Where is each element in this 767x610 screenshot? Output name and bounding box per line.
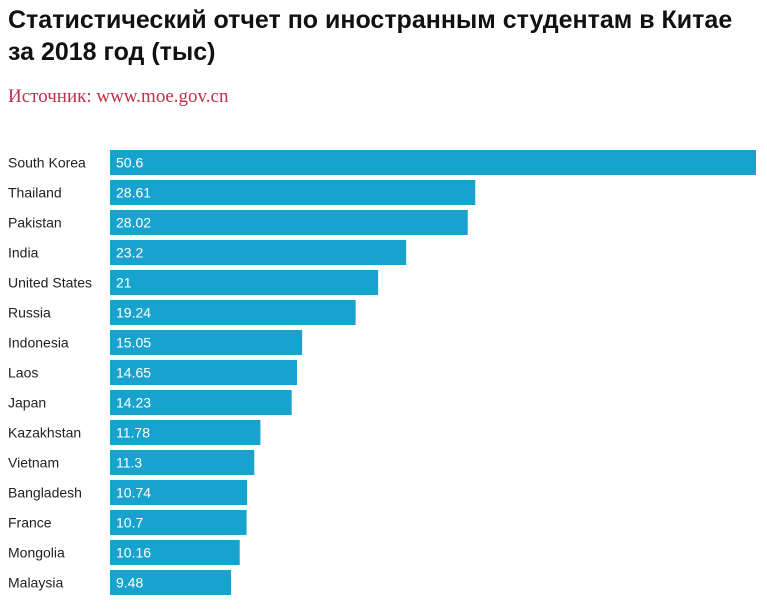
bar: [110, 300, 356, 325]
value-label: 14.65: [116, 365, 151, 381]
category-label: Bangladesh: [8, 485, 82, 501]
value-label: 11.78: [116, 425, 150, 441]
value-label: 28.61: [116, 185, 151, 201]
category-label: Laos: [8, 365, 38, 381]
value-label: 10.74: [116, 485, 151, 501]
value-label: 11.3: [116, 455, 142, 471]
value-label: 14.23: [116, 395, 151, 411]
bar: [110, 510, 247, 535]
bar: [110, 390, 292, 415]
category-label: Mongolia: [8, 545, 65, 561]
category-label: Kazakhstan: [8, 425, 81, 441]
bar: [110, 420, 261, 445]
bar: [110, 480, 248, 505]
bar: [110, 570, 232, 595]
value-label: 9.48: [116, 575, 143, 591]
category-label: Thailand: [8, 185, 62, 201]
value-label: 21: [116, 275, 132, 291]
category-label: South Korea: [8, 155, 86, 171]
value-label: 28.02: [116, 215, 151, 231]
bar: [110, 240, 407, 265]
value-label: 10.16: [116, 545, 151, 561]
bar: [110, 450, 255, 475]
category-label: France: [8, 515, 52, 531]
category-label: Pakistan: [8, 215, 62, 231]
bar: [110, 210, 468, 235]
chart-title: Статистический отчет по иностранным студ…: [8, 6, 733, 66]
category-label: Vietnam: [8, 455, 59, 471]
category-label: India: [8, 245, 39, 261]
bar: [110, 180, 476, 205]
value-label: 50.6: [116, 155, 143, 171]
category-label: Indonesia: [8, 335, 69, 351]
category-label: Russia: [8, 305, 51, 321]
bar: [110, 540, 240, 565]
category-label: Malaysia: [8, 575, 63, 591]
bar: [110, 360, 298, 385]
category-label: United States: [8, 275, 92, 291]
value-label: 10.7: [116, 515, 143, 531]
bar: [110, 330, 303, 355]
category-label: Japan: [8, 395, 46, 411]
value-label: 19.24: [116, 305, 151, 321]
value-label: 23.2: [116, 245, 143, 261]
bar: [110, 150, 756, 175]
chart-source: Источник: www.moe.gov.cn: [8, 86, 229, 107]
value-label: 15.05: [116, 335, 151, 351]
bar: [110, 270, 379, 295]
